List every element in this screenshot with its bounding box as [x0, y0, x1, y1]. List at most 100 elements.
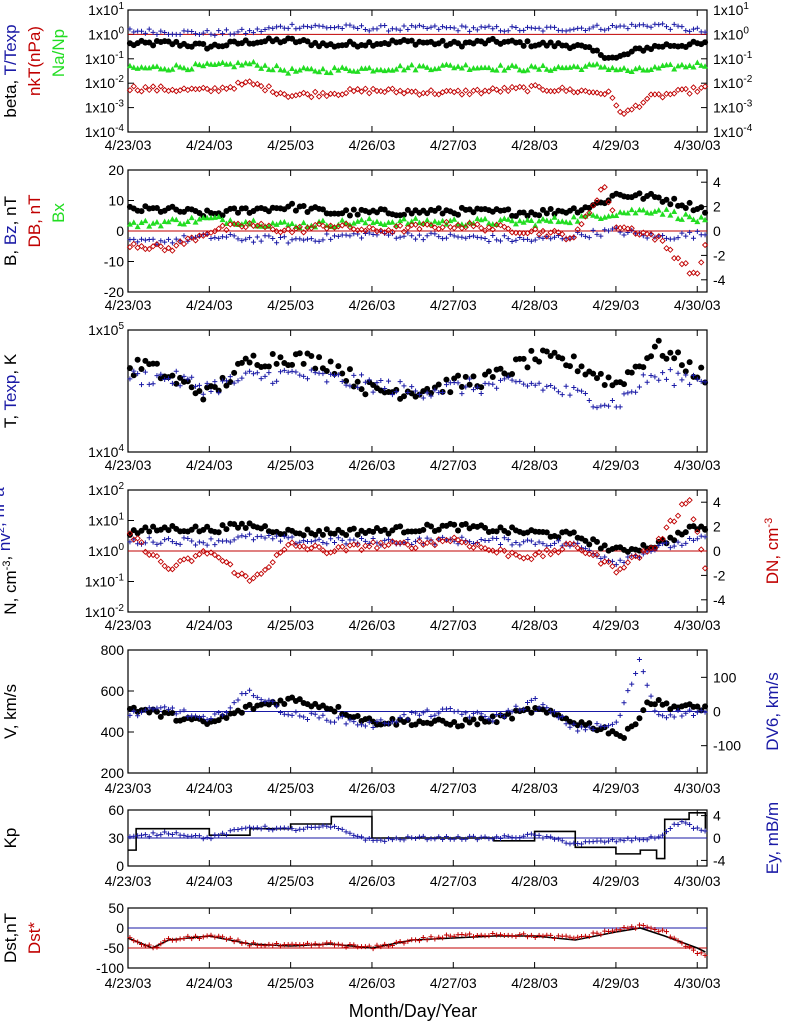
- data-point: [300, 64, 307, 71]
- data-point: [301, 538, 307, 544]
- data-point: [289, 694, 296, 701]
- data-point: [304, 526, 311, 533]
- data-point: [369, 225, 377, 232]
- data-point: [459, 534, 465, 540]
- data-point: [207, 61, 214, 67]
- data-point: [134, 356, 141, 363]
- data-point: [687, 707, 693, 713]
- data-point: [651, 544, 659, 552]
- data-point: [683, 820, 689, 826]
- y-axis-label-secondary: DB, nT: [25, 195, 44, 248]
- data-point: [200, 396, 207, 403]
- data-point: [617, 66, 624, 72]
- data-point: [628, 369, 635, 376]
- data-point: [381, 88, 388, 96]
- data-point: [701, 83, 709, 90]
- data-point: [594, 721, 600, 727]
- data-point: [215, 554, 222, 561]
- data-point: [254, 370, 260, 376]
- x-tick-label: 4/24/03: [186, 873, 233, 889]
- data-point: [142, 707, 148, 713]
- data-point: [312, 88, 319, 96]
- data-point: [486, 933, 492, 939]
- data-point: [528, 347, 535, 354]
- data-point: [354, 85, 361, 93]
- data-point: [486, 381, 492, 387]
- data-point: [505, 553, 512, 560]
- data-point: [393, 721, 400, 728]
- data-point: [343, 944, 349, 950]
- data-point: [312, 370, 318, 376]
- data-point: [270, 236, 276, 242]
- data-point: [690, 947, 696, 953]
- data-point: [593, 61, 600, 67]
- data-point: [640, 229, 647, 236]
- data-point: [212, 934, 218, 940]
- data-point: [563, 933, 569, 939]
- data-point: [501, 833, 507, 839]
- data-point: [319, 206, 326, 213]
- data-point: [586, 398, 592, 404]
- data-point: [377, 227, 384, 234]
- data-point: [404, 87, 411, 94]
- y-tick-label: 0: [116, 858, 124, 874]
- data-point: [555, 538, 561, 544]
- data-point: [435, 381, 442, 388]
- data-point: [516, 39, 523, 46]
- data-point: [266, 233, 272, 239]
- data-point: [332, 719, 338, 725]
- data-point: [130, 83, 137, 90]
- data-point: [211, 84, 218, 92]
- data-point: [323, 69, 330, 76]
- data-point: [660, 21, 666, 27]
- data-point: [250, 30, 256, 36]
- data-point: [188, 557, 195, 565]
- data-point: [235, 59, 242, 66]
- data-point: [285, 712, 291, 718]
- data-point: [192, 60, 199, 67]
- data-point: [270, 25, 276, 31]
- data-point: [401, 23, 407, 29]
- data-point: [505, 537, 511, 543]
- data-point: [269, 226, 276, 233]
- data-point: [470, 209, 477, 216]
- data-point: [316, 536, 322, 542]
- series-black: [126, 694, 709, 742]
- data-point: [489, 85, 496, 92]
- data-point: [493, 719, 500, 726]
- data-point: [204, 834, 210, 840]
- data-point: [269, 559, 276, 566]
- y-tick-label: 1x10-2: [85, 74, 125, 91]
- data-point: [139, 709, 145, 715]
- data-point: [343, 531, 350, 538]
- data-point: [447, 223, 454, 231]
- data-point: [316, 68, 323, 75]
- data-point: [463, 384, 469, 390]
- data-point: [548, 382, 554, 388]
- data-point: [150, 830, 156, 836]
- data-point: [231, 369, 238, 376]
- data-point: [447, 706, 453, 712]
- data-point: [312, 531, 319, 538]
- data-point: [455, 708, 461, 714]
- data-point: [297, 25, 303, 31]
- data-point: [497, 546, 504, 553]
- data-point: [694, 228, 700, 234]
- data-point: [431, 90, 439, 98]
- x-tick-label: 4/30/03: [674, 975, 721, 991]
- data-point: [166, 706, 172, 712]
- data-point: [362, 723, 368, 729]
- data-point: [319, 547, 327, 554]
- data-point: [193, 383, 199, 389]
- data-point: [342, 89, 350, 97]
- data-point: [682, 63, 689, 70]
- data-point: [316, 354, 323, 361]
- data-point: [254, 694, 260, 700]
- data-point: [405, 938, 411, 944]
- data-point: [281, 234, 287, 240]
- data-point: [219, 216, 226, 223]
- data-point: [189, 28, 195, 34]
- data-point: [636, 206, 643, 213]
- data-point: [552, 234, 558, 240]
- data-point: [579, 25, 585, 31]
